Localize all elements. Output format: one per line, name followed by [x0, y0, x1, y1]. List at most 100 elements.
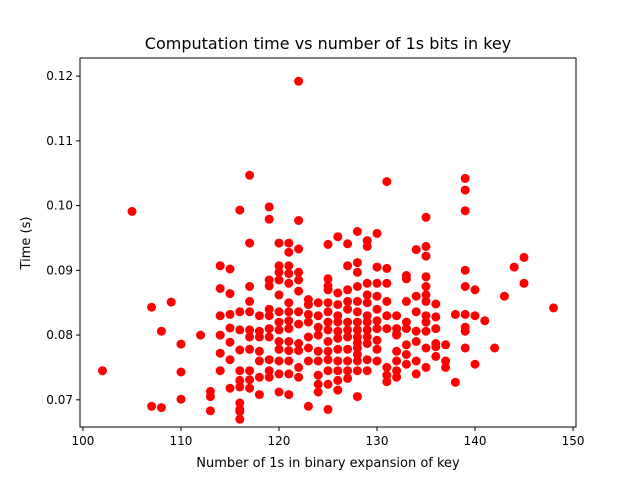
data-point [352, 282, 362, 291]
data-point [254, 372, 264, 382]
data-point [401, 324, 411, 334]
data-point [225, 264, 235, 274]
data-point [264, 366, 274, 376]
data-point [372, 228, 382, 238]
data-point [245, 383, 255, 393]
data-point [225, 355, 235, 365]
data-point [274, 307, 284, 317]
data-point [323, 239, 333, 249]
data-point [294, 244, 304, 254]
data-point [274, 356, 284, 366]
data-point [274, 325, 284, 335]
data-point [235, 325, 245, 335]
data-point [284, 356, 294, 366]
data-point [343, 356, 353, 366]
data-point [98, 366, 107, 376]
data-point [460, 173, 470, 183]
data-point [235, 407, 245, 416]
data-point [382, 324, 392, 334]
data-point [284, 247, 294, 257]
data-point [460, 185, 470, 195]
data-point [333, 366, 343, 376]
data-point [343, 332, 353, 342]
data-point [264, 311, 274, 321]
data-point [352, 392, 362, 402]
data-point [352, 317, 362, 327]
data-point [362, 332, 372, 342]
data-point [225, 289, 235, 299]
data-point [460, 343, 470, 353]
x-tick-label: 110 [170, 434, 193, 448]
data-point [284, 298, 294, 308]
data-point [431, 342, 441, 352]
data-point [215, 366, 225, 376]
data-point [254, 311, 264, 321]
data-point [460, 326, 470, 336]
data-point [156, 326, 166, 336]
data-point [235, 307, 245, 317]
data-point [411, 307, 421, 317]
data-point [372, 335, 382, 345]
data-point [382, 177, 392, 187]
data-point [460, 309, 470, 319]
data-point [294, 275, 304, 285]
chart-title: Computation time vs number of 1s bits in… [145, 34, 511, 53]
data-point [274, 337, 284, 346]
data-point [176, 339, 186, 349]
data-point [245, 238, 255, 248]
data-point [343, 296, 353, 306]
data-point [519, 252, 529, 262]
data-point [323, 285, 333, 295]
data-point [284, 337, 294, 346]
data-point [362, 366, 372, 376]
data-point [421, 251, 431, 261]
data-point [235, 398, 245, 408]
data-point [421, 241, 431, 251]
data-point [274, 369, 284, 379]
data-point [323, 405, 333, 414]
data-point [323, 298, 333, 308]
data-point [303, 309, 313, 319]
data-point [382, 377, 392, 387]
data-point [480, 316, 490, 326]
data-point [284, 346, 294, 356]
data-point [352, 227, 362, 236]
data-point [147, 401, 157, 411]
data-point [274, 344, 284, 354]
data-point [431, 299, 441, 309]
data-point [470, 311, 480, 321]
data-point [264, 202, 274, 212]
data-point [294, 362, 304, 372]
data-point [421, 272, 431, 282]
y-axis-ticks: 0.07 0.08 0.09 0.10 0.11 0.12 [46, 69, 80, 407]
data-point [431, 324, 441, 334]
data-point [421, 311, 431, 321]
data-point [274, 290, 284, 300]
data-point [303, 300, 313, 310]
data-point [421, 326, 431, 336]
data-point [392, 346, 402, 356]
data-point [333, 288, 343, 298]
data-point [235, 205, 245, 215]
data-point [450, 377, 460, 387]
data-point [352, 356, 362, 366]
data-point [294, 76, 304, 86]
x-tick-label: 130 [366, 434, 389, 448]
data-point [372, 262, 382, 272]
data-point [323, 366, 333, 376]
data-point [274, 275, 284, 285]
data-point [490, 343, 500, 353]
data-point [343, 325, 353, 335]
data-point [352, 366, 362, 376]
data-point [215, 348, 225, 358]
data-point [235, 366, 245, 376]
data-point [470, 285, 480, 295]
data-point [411, 291, 421, 301]
data-point [294, 267, 304, 277]
data-point [431, 312, 441, 322]
data-point [166, 297, 176, 307]
x-tick-label: 120 [268, 434, 291, 448]
data-point [225, 323, 235, 333]
data-point [362, 325, 372, 335]
data-point [284, 269, 294, 279]
